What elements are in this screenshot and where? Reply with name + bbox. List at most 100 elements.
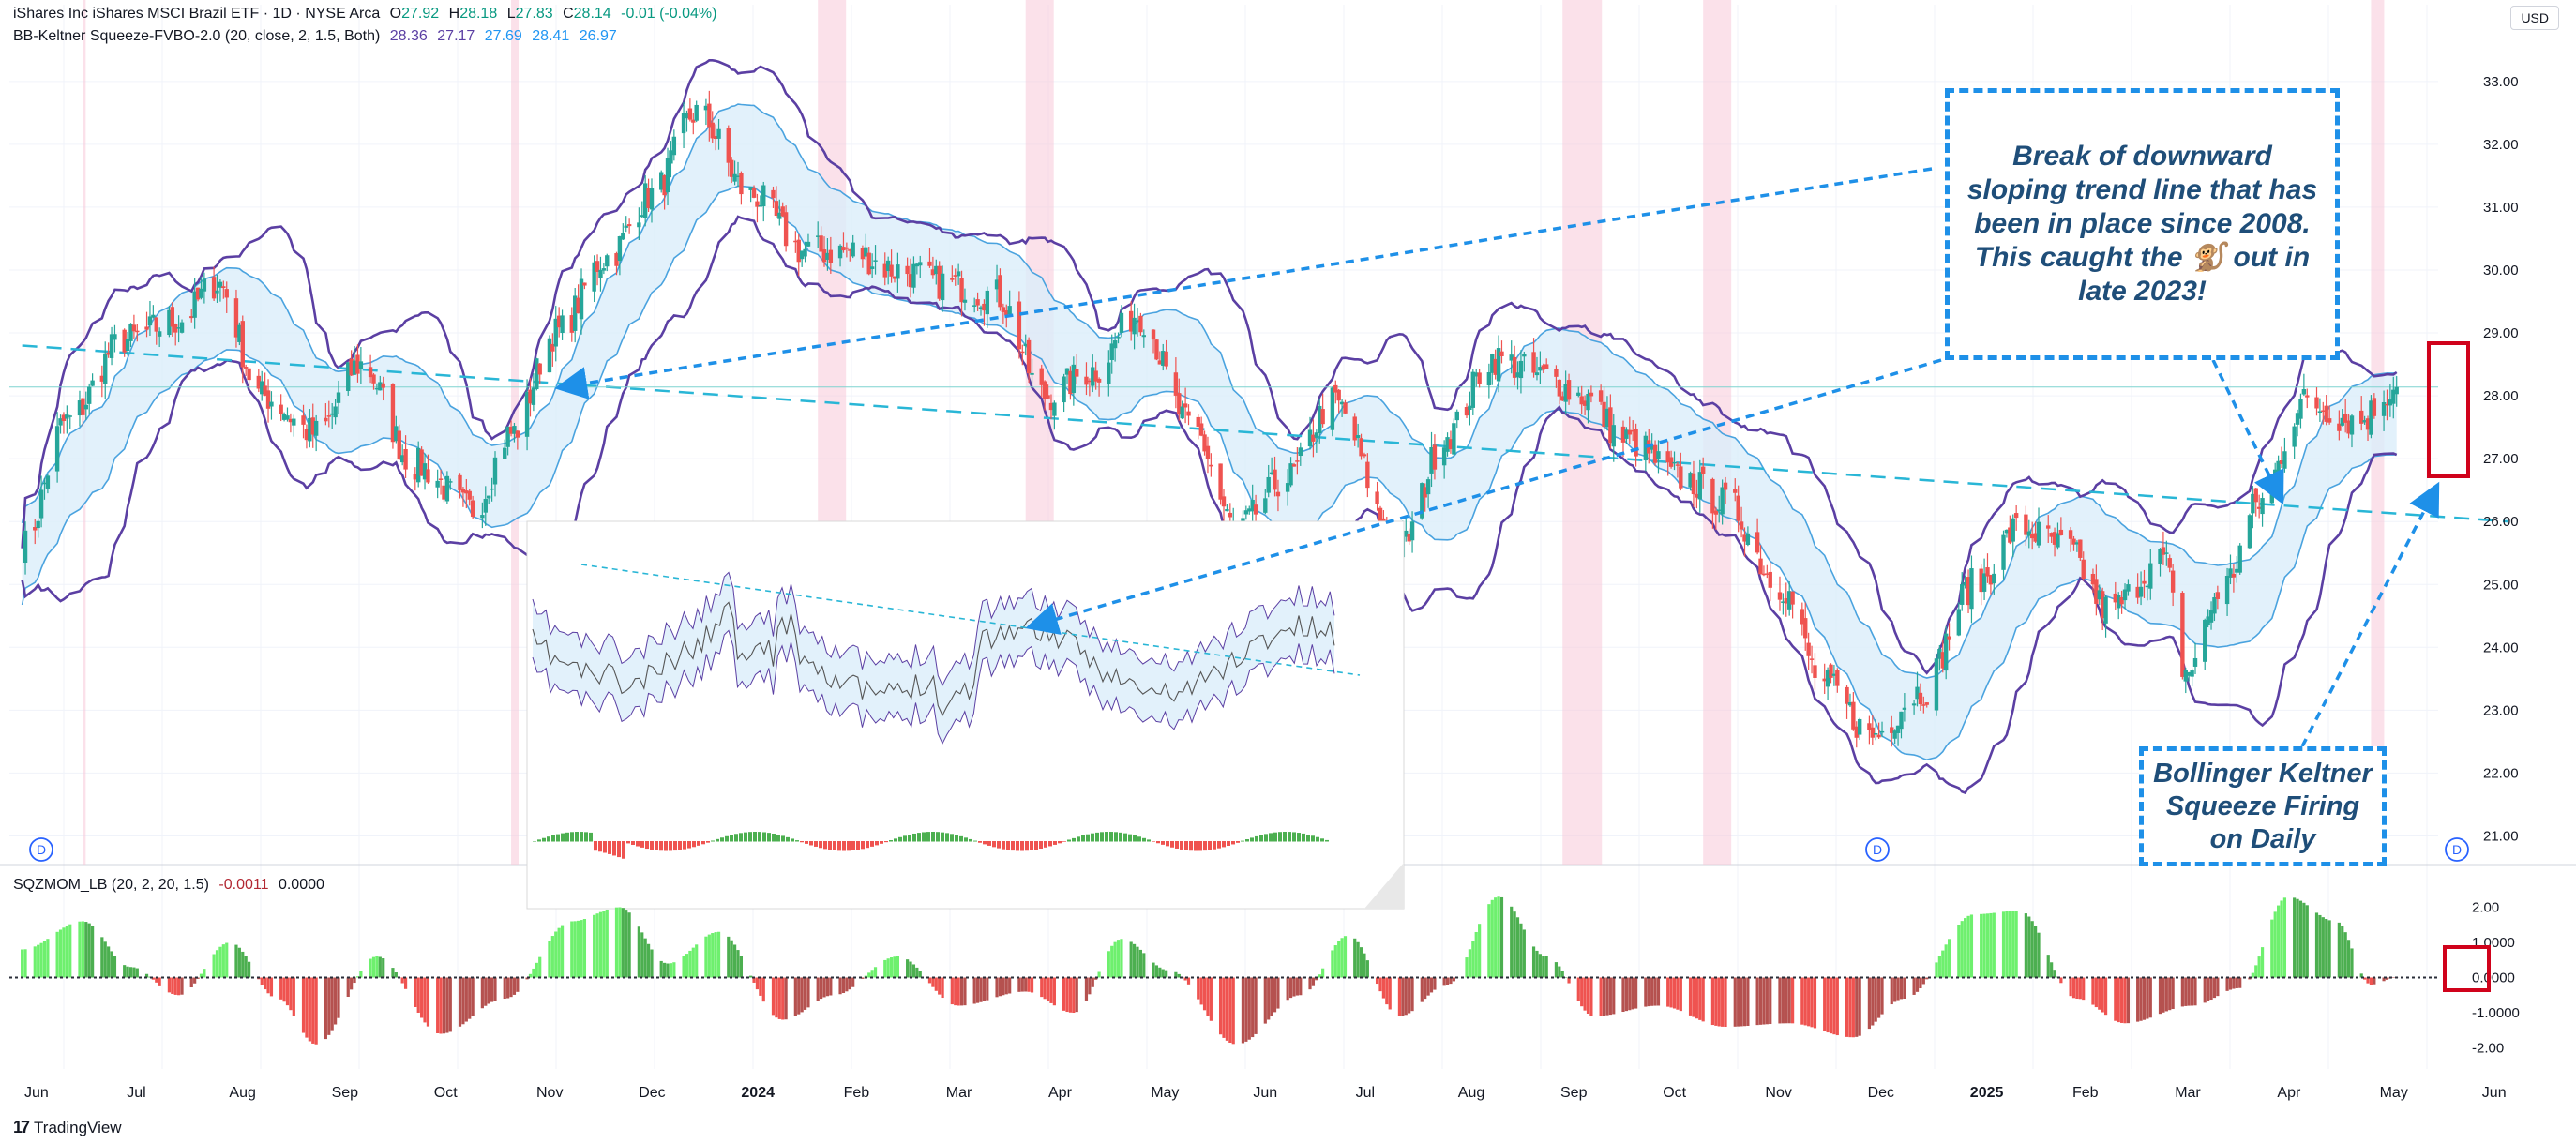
candle-body bbox=[2008, 527, 2012, 543]
candle-body bbox=[771, 189, 776, 199]
candle-body bbox=[329, 413, 335, 415]
candle-body bbox=[247, 368, 251, 381]
candle-body bbox=[2276, 460, 2281, 474]
momentum-bar bbox=[1912, 977, 1916, 995]
candle-body bbox=[2381, 402, 2387, 416]
momentum-bar bbox=[244, 956, 248, 978]
inset-momentum-bar bbox=[631, 841, 635, 846]
candle-body bbox=[2078, 539, 2083, 558]
candle-body bbox=[460, 489, 466, 493]
momentum-bar bbox=[1989, 912, 1993, 978]
inset-momentum-bar bbox=[753, 832, 757, 842]
inset-momentum-bar bbox=[795, 840, 799, 842]
candle-body bbox=[81, 398, 85, 415]
candle-body bbox=[1675, 464, 1680, 466]
momentum-bar bbox=[841, 977, 846, 994]
candle-body bbox=[1515, 372, 1520, 378]
candle-body bbox=[885, 260, 891, 272]
momentum-bar bbox=[1724, 977, 1727, 1027]
candle-body bbox=[1969, 568, 1974, 610]
candle-body bbox=[783, 212, 789, 247]
symbol-title[interactable]: iShares Inc iShares MSCI Brazil ETF · 1D… bbox=[13, 6, 381, 22]
momentum-bar bbox=[289, 977, 293, 1011]
candle-body bbox=[371, 374, 376, 384]
candle-body bbox=[1407, 533, 1411, 542]
momentum-bar bbox=[739, 956, 744, 978]
momentum-bar bbox=[528, 973, 533, 978]
candle-body bbox=[1087, 380, 1092, 383]
momentum-bar bbox=[538, 956, 542, 978]
momentum-bar bbox=[1295, 977, 1299, 996]
candle-body bbox=[1857, 718, 1862, 735]
candle-body bbox=[1320, 409, 1325, 425]
inset-momentum-bar bbox=[819, 841, 822, 849]
candle-body bbox=[2113, 593, 2118, 603]
momentum-bar bbox=[1880, 977, 1884, 1015]
candle-body bbox=[1496, 348, 1501, 382]
candle-body bbox=[1048, 402, 1054, 411]
tradingview-logo[interactable]: 17 TradingView bbox=[13, 1118, 122, 1137]
candle-body bbox=[1205, 445, 1211, 459]
indicator-value-4: 28.41 bbox=[532, 28, 570, 44]
candle-body bbox=[985, 290, 990, 315]
candle-body bbox=[959, 278, 964, 303]
momentum-bar bbox=[516, 977, 520, 992]
momentum-bar bbox=[1676, 977, 1680, 1010]
price-axis[interactable]: 21.00 22.00 23.00 24.00 25.00 26.00 27.00 28.00… bbox=[2483, 74, 2519, 845]
momentum-bar bbox=[1605, 977, 1609, 1016]
candle-body bbox=[1180, 406, 1184, 419]
candle-body bbox=[486, 495, 491, 499]
candle-body bbox=[1992, 573, 1996, 584]
momentum-bar bbox=[714, 932, 717, 978]
candle-body bbox=[873, 260, 878, 262]
momentum-bar bbox=[825, 977, 830, 997]
price-tick-label: 29.00 bbox=[2483, 325, 2519, 341]
indicator-legend[interactable]: BB-Keltner Squeeze-FVBO-2.0 (20, close, … bbox=[13, 28, 623, 45]
candle-body bbox=[215, 290, 219, 294]
candle-body bbox=[199, 288, 203, 298]
candle-body bbox=[1822, 678, 1827, 682]
momentum-bar bbox=[995, 977, 999, 998]
currency-badge[interactable]: USD bbox=[2510, 6, 2559, 30]
candle-body bbox=[614, 253, 619, 266]
momentum-bar bbox=[180, 977, 184, 995]
candle-body bbox=[2279, 460, 2284, 464]
candle-body bbox=[1007, 306, 1012, 315]
inset-momentum-bar bbox=[589, 832, 593, 842]
indicator-value-1: 28.36 bbox=[389, 28, 428, 44]
momentum-bar bbox=[2114, 977, 2117, 1021]
candle-body bbox=[1566, 380, 1572, 400]
candle-body bbox=[598, 269, 603, 278]
inset-momentum-bar bbox=[1288, 832, 1291, 842]
keltner-upper bbox=[21, 103, 2397, 679]
time-tick-label: Apr bbox=[2277, 1085, 2301, 1101]
momentum-bar bbox=[1915, 977, 1920, 992]
inset-momentum-bar bbox=[978, 841, 982, 843]
inset-momentum-bar bbox=[1077, 836, 1080, 842]
candle-body bbox=[1867, 723, 1872, 730]
inset-momentum-bar bbox=[673, 841, 677, 851]
momentum-bar bbox=[464, 977, 468, 1022]
momentum-bar bbox=[2171, 977, 2175, 1010]
inset-momentum-bar bbox=[987, 841, 991, 846]
momentum-bar bbox=[1867, 977, 1871, 1030]
momentum-bar bbox=[1276, 977, 1280, 1009]
inset-momentum-bar bbox=[1072, 837, 1076, 842]
momentum-bar bbox=[2203, 977, 2207, 1003]
momentum-bar bbox=[493, 977, 497, 1001]
inset-momentum-bar bbox=[598, 841, 602, 852]
candle-body bbox=[349, 358, 354, 376]
time-axis[interactable]: Jun Jul Aug Sep Oct Nov Dec 2024 Feb Mar Apr May Jun… bbox=[24, 1085, 2507, 1101]
candle-body bbox=[279, 404, 283, 414]
time-tick-label: Aug bbox=[229, 1085, 255, 1101]
momentum-bar bbox=[1490, 899, 1494, 978]
dividend-marker bbox=[2445, 837, 2469, 862]
momentum-bar bbox=[2212, 977, 2217, 999]
ohlc-open: O27.92 bbox=[389, 6, 440, 22]
momentum-bar bbox=[927, 977, 932, 984]
momentum-legend[interactable]: SQZMOM_LB (20, 2, 20, 1.5) -0.0011 0.000… bbox=[13, 877, 330, 894]
momentum-bar bbox=[1375, 977, 1379, 985]
candle-body bbox=[1132, 317, 1137, 335]
